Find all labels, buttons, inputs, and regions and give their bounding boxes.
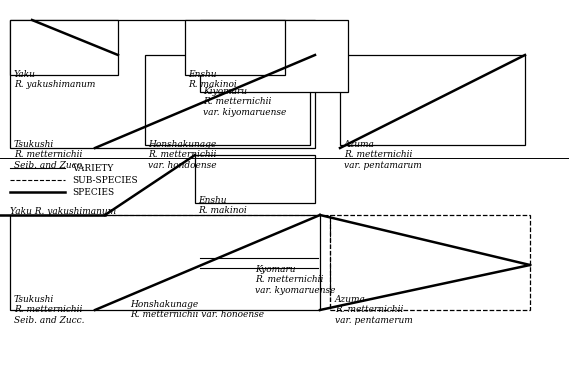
- Text: Yaku R. yakushimanum: Yaku R. yakushimanum: [10, 207, 116, 216]
- Text: R. metternichii: R. metternichii: [255, 276, 323, 285]
- Text: Azuma: Azuma: [335, 295, 366, 304]
- Text: SUB-SPECIES: SUB-SPECIES: [72, 176, 138, 185]
- Text: var. pentamarum: var. pentamarum: [344, 161, 422, 170]
- Text: R. makinoi: R. makinoi: [188, 80, 237, 89]
- Text: Seib. and Zucc.: Seib. and Zucc.: [14, 316, 85, 325]
- Text: Kyomaru: Kyomaru: [255, 265, 295, 274]
- Text: Honshakunage: Honshakunage: [130, 300, 198, 309]
- Text: Kiyomaru: Kiyomaru: [203, 87, 247, 96]
- Text: R. metternichii: R. metternichii: [203, 97, 271, 106]
- Text: var. hondoense: var. hondoense: [148, 161, 217, 170]
- Text: VARIETY: VARIETY: [72, 163, 113, 172]
- Text: var. kiyomaruense: var. kiyomaruense: [203, 108, 286, 117]
- Bar: [145, 55, 310, 145]
- Text: Seib. and Zucc.: Seib. and Zucc.: [14, 161, 85, 170]
- Bar: [330, 215, 530, 310]
- Bar: [10, 20, 315, 148]
- Text: var. kyomaruense: var. kyomaruense: [255, 286, 336, 295]
- Text: Honshakunage: Honshakunage: [148, 140, 216, 149]
- Text: R. metternichii: R. metternichii: [14, 151, 83, 160]
- Bar: [185, 20, 285, 75]
- Text: Yaku: Yaku: [14, 70, 36, 79]
- Bar: [200, 20, 348, 92]
- Bar: [195, 155, 315, 203]
- Bar: [10, 20, 118, 75]
- Text: R. metternichii var. honoense: R. metternichii var. honoense: [130, 310, 264, 319]
- Text: R. metternichii: R. metternichii: [148, 151, 216, 160]
- Bar: [10, 215, 320, 310]
- Text: R. metternichii: R. metternichii: [344, 151, 413, 160]
- Text: SPECIES: SPECIES: [72, 187, 114, 196]
- Text: R. makinoi: R. makinoi: [198, 207, 247, 215]
- Text: R. metternichii: R. metternichii: [335, 305, 403, 314]
- Text: Tsukushi: Tsukushi: [14, 295, 54, 304]
- Text: R. yakushimanum: R. yakushimanum: [14, 80, 96, 89]
- Text: Enshu: Enshu: [188, 70, 216, 79]
- Text: Tsukushi: Tsukushi: [14, 140, 54, 149]
- Bar: [340, 55, 525, 145]
- Text: var. pentamerum: var. pentamerum: [335, 316, 413, 325]
- Text: Azuma: Azuma: [344, 140, 375, 149]
- Text: R. metternichii: R. metternichii: [14, 305, 83, 314]
- Text: Enshu: Enshu: [198, 196, 226, 205]
